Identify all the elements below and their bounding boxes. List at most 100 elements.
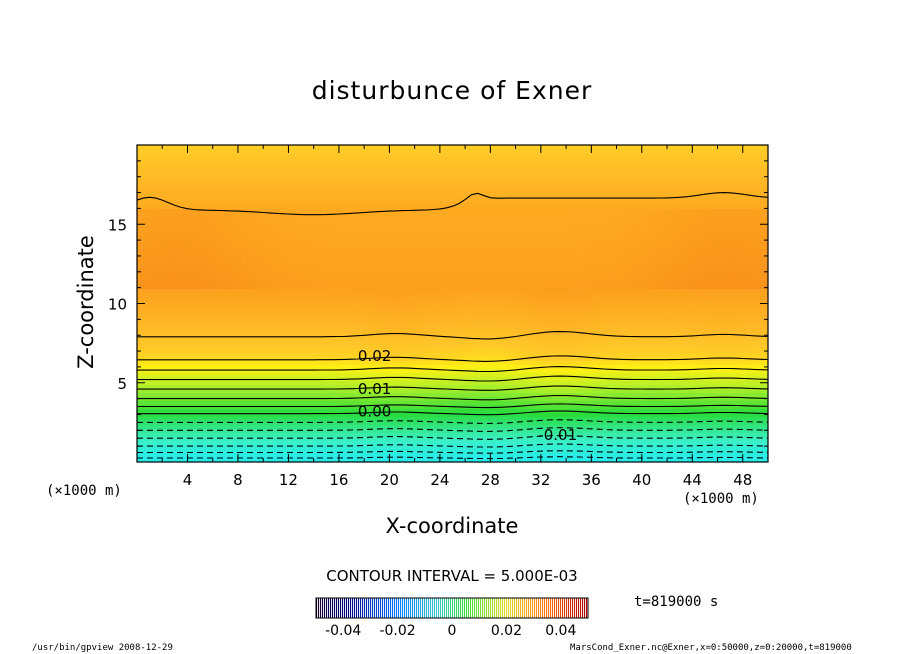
fill-cell <box>683 145 691 150</box>
fill-cell <box>613 189 621 194</box>
fill-cell <box>137 149 145 154</box>
fill-cell <box>256 305 264 310</box>
fill-cell <box>347 213 355 218</box>
fill-cell <box>270 209 278 214</box>
fill-cell <box>424 225 432 230</box>
fill-cell <box>214 325 222 330</box>
fill-cell <box>263 293 271 298</box>
fill-cell <box>585 273 593 278</box>
fill-cell <box>452 201 460 206</box>
fill-cell <box>340 289 348 294</box>
fill-cell <box>228 281 236 286</box>
fill-cell <box>277 225 285 230</box>
fill-cell <box>284 325 292 330</box>
fill-cell <box>508 241 516 246</box>
fill-cell <box>466 169 474 174</box>
fill-cell <box>557 317 565 322</box>
fill-cell <box>389 281 397 286</box>
fill-cell <box>606 205 614 210</box>
fill-cell <box>347 309 355 314</box>
fill-cell <box>158 209 166 214</box>
fill-cell <box>389 349 397 354</box>
fill-cell <box>711 221 719 226</box>
fill-cell <box>207 201 215 206</box>
fill-cell <box>249 201 257 206</box>
fill-cell <box>501 241 509 246</box>
fill-cell <box>207 269 215 274</box>
fill-cell <box>718 297 726 302</box>
fill-cell <box>389 145 397 150</box>
fill-cell <box>641 173 649 178</box>
fill-cell <box>277 273 285 278</box>
fill-cell <box>207 313 215 318</box>
fill-cell <box>550 349 558 354</box>
fill-cell <box>459 297 467 302</box>
fill-cell <box>144 273 152 278</box>
fill-cell <box>200 221 208 226</box>
fill-cell <box>158 245 166 250</box>
fill-cell <box>501 337 509 342</box>
fill-cell <box>207 189 215 194</box>
fill-cell <box>585 197 593 202</box>
fill-cell <box>270 201 278 206</box>
fill-cell <box>704 217 712 222</box>
fill-cell <box>270 253 278 258</box>
fill-cell <box>564 185 572 190</box>
fill-cell <box>424 173 432 178</box>
fill-cell <box>214 233 222 238</box>
fill-cell <box>522 229 530 234</box>
fill-cell <box>326 285 334 290</box>
fill-cell <box>669 161 677 166</box>
fill-cell <box>536 281 544 286</box>
fill-cell <box>207 309 215 314</box>
fill-cell <box>592 269 600 274</box>
fill-cell <box>151 185 159 190</box>
fill-cell <box>529 277 537 282</box>
fill-cell <box>557 209 565 214</box>
fill-cell <box>151 329 159 334</box>
fill-cell <box>410 185 418 190</box>
fill-cell <box>578 205 586 210</box>
fill-cell <box>592 309 600 314</box>
fill-cell <box>235 181 243 186</box>
fill-cell <box>312 205 320 210</box>
fill-cell <box>347 289 355 294</box>
fill-cell <box>340 193 348 198</box>
fill-cell <box>382 197 390 202</box>
fill-cell <box>718 209 726 214</box>
fill-cell <box>389 309 397 314</box>
fill-cell <box>613 277 621 282</box>
fill-cell <box>571 273 579 278</box>
fill-cell <box>606 273 614 278</box>
fill-cell <box>683 209 691 214</box>
fill-cell <box>662 349 670 354</box>
fill-cell <box>144 277 152 282</box>
fill-cell <box>641 225 649 230</box>
fill-cell <box>648 349 656 354</box>
fill-cell <box>585 257 593 262</box>
fill-cell <box>753 149 761 154</box>
fill-cell <box>284 213 292 218</box>
fill-cell <box>522 329 530 334</box>
fill-cell <box>452 177 460 182</box>
fill-cell <box>746 321 754 326</box>
fill-cell <box>641 253 649 258</box>
fill-cell <box>564 173 572 178</box>
fill-cell <box>312 209 320 214</box>
fill-cell <box>242 197 250 202</box>
fill-cell <box>669 289 677 294</box>
fill-cell <box>151 217 159 222</box>
fill-cell <box>718 249 726 254</box>
fill-cell <box>389 269 397 274</box>
fill-cell <box>690 253 698 258</box>
fill-cell <box>508 209 516 214</box>
fill-cell <box>585 313 593 318</box>
fill-cell <box>753 237 761 242</box>
fill-cell <box>207 361 215 366</box>
fill-cell <box>326 237 334 242</box>
fill-cell <box>452 277 460 282</box>
fill-cell <box>137 153 145 158</box>
fill-cell <box>578 297 586 302</box>
fill-cell <box>165 269 173 274</box>
fill-cell <box>473 181 481 186</box>
